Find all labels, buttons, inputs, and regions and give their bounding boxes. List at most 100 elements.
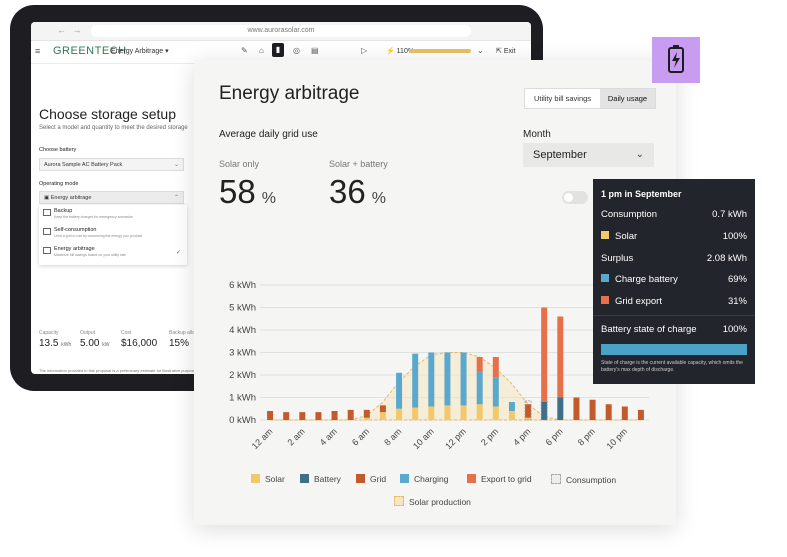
option-backup[interactable]: Backup Keep the battery charged for emerg… (41, 206, 185, 224)
legend-item[interactable]: Solar (251, 474, 285, 484)
tab-daily-usage[interactable]: Daily usage (600, 89, 655, 108)
bar-grid (347, 409, 354, 420)
stat-unit: kW (102, 342, 110, 348)
bar-solar (412, 407, 419, 420)
self-consumption-icon (43, 228, 51, 235)
option-desc: Keep the battery charged for emergency s… (54, 215, 133, 219)
bar-solar (525, 417, 532, 420)
row-value: 31% (727, 296, 747, 307)
legend-label: Battery (314, 474, 341, 484)
row-value: 2.08 kWh (706, 253, 747, 264)
bar-consumption (540, 400, 548, 421)
x-tick-label: 2 pm (479, 426, 500, 447)
tab-utility-bill-savings[interactable]: Utility bill savings (533, 94, 592, 103)
bar-solar (492, 406, 499, 420)
tooltip-row-surplus: Surplus 2.08 kWh (601, 253, 747, 264)
metric-unit: % (261, 190, 276, 207)
present-icon[interactable]: ▷ (361, 46, 368, 55)
bar-solar (476, 404, 483, 420)
tooltip-row-solar: Solar 100% (601, 231, 747, 242)
bar-grid (363, 409, 370, 418)
y-tick-label: 0 kWh (229, 415, 256, 426)
bar-solar (460, 405, 467, 420)
bar-grid (267, 411, 274, 420)
stat-value: 13.5 (39, 338, 59, 349)
gear-icon: ▣ (44, 195, 51, 201)
battery-value: Aurora Sample AC Battery Pack (44, 162, 123, 168)
tab-label: Energy Arbitrage (111, 48, 164, 55)
x-tick-label: 4 am (318, 426, 339, 447)
x-tick-label: 10 pm (604, 426, 629, 451)
legend-swatch (251, 474, 260, 483)
option-energy-arbitrage[interactable]: Energy arbitrage Maximize bill savings ba… (41, 244, 185, 262)
legend-item[interactable]: Battery (300, 474, 341, 484)
backup-icon (43, 209, 51, 216)
battery-icon[interactable]: ▮ (272, 43, 284, 57)
metric-label: Solar + battery (329, 159, 388, 169)
chevron-down-icon: ⌄ (173, 162, 179, 168)
solar-production-area (270, 352, 641, 421)
battery-select[interactable]: Aurora Sample AC Battery Pack ⌄ (39, 158, 184, 171)
app-toolbar: ≡ GREENTECH Energy Arbitrage ▾ ✎ ⌂ ▮ ◎ ▤… (31, 41, 531, 64)
bar-solar (508, 411, 515, 420)
bar-charging (428, 352, 435, 407)
tab-energy-arbitrage[interactable]: Energy Arbitrage ▾ (111, 48, 169, 55)
exit-button[interactable]: ⇱ Exit (496, 48, 516, 55)
chart-toggle[interactable] (562, 191, 588, 204)
bar-consumption (524, 400, 532, 421)
zoom-bar[interactable] (409, 49, 471, 53)
bar-grid (573, 397, 580, 420)
y-tick-label: 1 kWh (229, 393, 256, 404)
zoom-label: 110% (396, 48, 415, 55)
bar-solar (363, 417, 370, 420)
arbitrage-icon (43, 247, 51, 254)
card-title: Energy arbitrage (219, 83, 360, 104)
legend-item[interactable]: Consumption (551, 474, 616, 485)
stat-value: 15% (169, 338, 190, 349)
tooltip-row-consumption: Consumption 0.7 kWh (601, 209, 747, 220)
option-self-consumption[interactable]: Self-consumption Lend a grid to use by co… (41, 225, 185, 243)
home-icon[interactable]: ⌂ (259, 46, 264, 55)
hour-tooltip: 1 pm in September Consumption 0.7 kWh Sol… (593, 179, 755, 384)
bar-grid (621, 406, 628, 420)
export-swatch (601, 296, 609, 304)
compass-icon[interactable]: ◎ (293, 46, 300, 55)
legend-item[interactable]: Grid (356, 474, 386, 484)
y-tick-label: 2 kWh (229, 370, 256, 381)
month-select[interactable]: September ⌄ (523, 143, 654, 167)
row-label: Solar (615, 231, 638, 242)
battery-charging-icon (668, 45, 684, 73)
metric-solar-battery: Solar + battery 36% (329, 159, 388, 211)
row-value: 100% (722, 324, 747, 335)
tooltip-note: State of charge is the current available… (601, 360, 743, 373)
browser-nav-arrows[interactable]: ← → (57, 25, 84, 35)
mode-select[interactable]: ▣ Energy arbitrage ⌃ (39, 191, 184, 204)
daily-usage-chart: 0 kWh 1 kWh 2 kWh 3 kWh 4 kWh 5 kWh 6 kWh 12 am… (229, 280, 649, 451)
stat-label: Output (80, 330, 96, 336)
month-label: Month (523, 129, 551, 140)
zoom-level[interactable]: ⚡ 110% (386, 48, 415, 55)
menu-icon[interactable]: ≡ (35, 46, 41, 56)
legend-item[interactable]: Solar production (394, 496, 471, 507)
stat-unit: kWh (61, 342, 72, 348)
chevron-up-icon: ⌃ (173, 195, 179, 201)
document-icon[interactable]: ▤ (311, 46, 319, 55)
design-icon[interactable]: ✎ (241, 46, 248, 55)
x-tick-label: 6 pm (544, 426, 565, 447)
row-label: Consumption (601, 209, 657, 220)
solar-swatch (601, 231, 609, 239)
metric-unit: % (371, 190, 386, 207)
legend-item[interactable]: Charging (400, 474, 449, 484)
check-icon: ✓ (175, 250, 181, 256)
tooltip-row-soc: Battery state of charge 100% (601, 324, 747, 335)
bar-charging (476, 371, 483, 405)
chevron-down-icon[interactable]: ⌄ (477, 46, 484, 55)
chevron-down-icon: ⌄ (635, 149, 644, 160)
url-field[interactable]: www.aurorasolar.com (91, 25, 471, 37)
battery-badge (652, 37, 700, 83)
view-toggle: Utility bill savings Daily usage (524, 88, 656, 109)
stat-value: 5.00 (80, 338, 100, 349)
bar-charging (396, 372, 403, 409)
browser-bar: ← → www.aurorasolar.com (31, 22, 531, 41)
legend-item[interactable]: Export to grid (467, 474, 532, 484)
